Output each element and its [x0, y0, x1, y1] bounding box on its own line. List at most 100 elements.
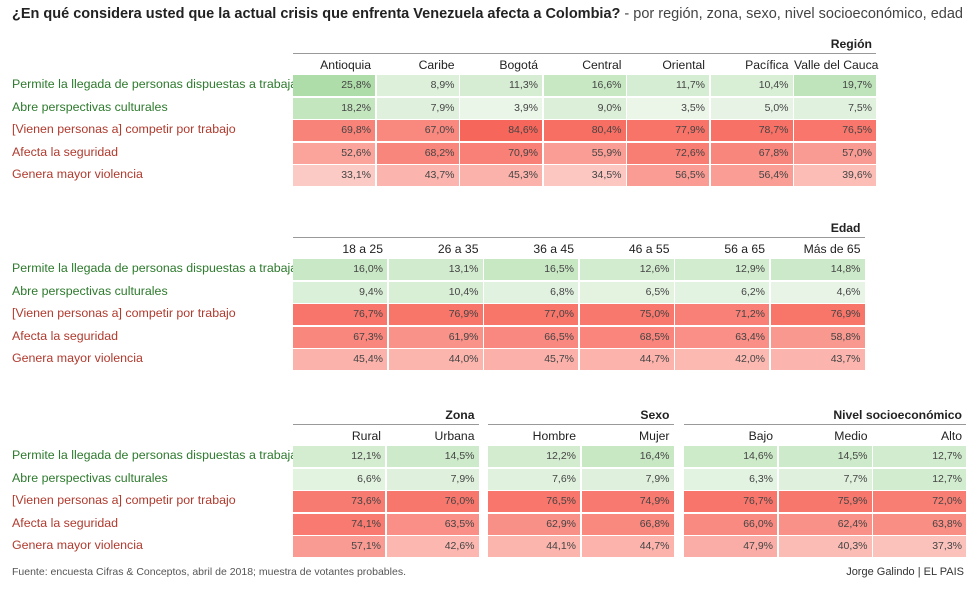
- data-cell: 63,5%: [386, 513, 479, 535]
- data-cell: 67,8%: [710, 142, 793, 164]
- data-cell: 12,9%: [675, 259, 769, 280]
- data-cell: 69,8%: [293, 120, 375, 141]
- data-cell: 6,5%: [579, 281, 674, 303]
- column-header: Urbana: [434, 429, 475, 443]
- data-cell: 6,6%: [293, 468, 385, 490]
- data-cell: 57,0%: [794, 142, 876, 164]
- data-cell: 44,7%: [579, 349, 674, 370]
- source-note: Fuente: encuesta Cifras & Conceptos, abr…: [12, 566, 406, 578]
- data-cell: 44,0%: [388, 349, 483, 370]
- row-label: Abre perspectivas culturales: [12, 283, 168, 298]
- column-header: Rural: [351, 429, 381, 443]
- data-cell: 7,7%: [778, 468, 872, 490]
- data-cell: 12,1%: [293, 446, 385, 467]
- data-cell: 75,9%: [778, 491, 872, 512]
- data-cell: 80,4%: [543, 120, 626, 141]
- data-cell: 42,0%: [675, 349, 769, 370]
- data-cell: 12,7%: [873, 446, 966, 467]
- group-divider: [293, 237, 865, 238]
- group-header: Sexo: [640, 408, 670, 422]
- column-header: 26 a 35: [437, 242, 479, 256]
- chart-question: ¿En qué considera usted que la actual cr…: [12, 6, 621, 22]
- row-label: Genera mayor violencia: [12, 538, 143, 552]
- data-cell: 14,5%: [386, 446, 479, 467]
- row-label: Afecta la seguridad: [12, 144, 119, 159]
- data-cell: 62,4%: [778, 513, 872, 535]
- data-cell: 12,7%: [873, 468, 966, 490]
- row-label: Permite la llegada de personas dispuesta…: [12, 77, 302, 91]
- data-cell: 45,4%: [293, 349, 387, 370]
- data-cell: 84,6%: [460, 120, 542, 141]
- data-cell: 71,2%: [675, 304, 769, 325]
- data-cell: 11,7%: [627, 75, 709, 96]
- data-cell: 6,3%: [684, 468, 777, 490]
- column-header: 46 a 55: [628, 242, 670, 256]
- data-cell: 78,7%: [710, 120, 793, 141]
- data-cell: 42,6%: [386, 536, 479, 557]
- data-cell: 55,9%: [543, 142, 626, 164]
- column-header: Bogotá: [499, 58, 538, 72]
- row-label: Abre perspectivas culturales: [12, 470, 168, 485]
- data-cell: 74,1%: [293, 513, 385, 535]
- data-cell: 34,5%: [543, 165, 626, 186]
- data-cell: 12,6%: [579, 259, 674, 280]
- data-cell: 75,0%: [579, 304, 674, 325]
- data-cell: 43,7%: [376, 165, 459, 186]
- data-cell: 77,0%: [484, 304, 578, 325]
- data-cell: 67,3%: [293, 326, 387, 348]
- group-divider: [684, 424, 966, 425]
- data-cell: 16,0%: [293, 259, 387, 280]
- group-header: Región: [830, 37, 872, 51]
- data-cell: 4,6%: [770, 281, 865, 303]
- column-header: Alto: [940, 429, 962, 443]
- data-cell: 68,5%: [579, 326, 674, 348]
- data-cell: 7,9%: [581, 468, 674, 490]
- data-cell: 18,2%: [293, 97, 375, 119]
- column-header: 56 a 65: [724, 242, 765, 256]
- data-cell: 44,7%: [581, 536, 674, 557]
- data-cell: 7,9%: [376, 97, 459, 119]
- data-cell: 9,0%: [543, 97, 626, 119]
- group-header: Nivel socioeconómico: [833, 408, 962, 422]
- column-header: Antioquia: [320, 58, 371, 72]
- data-cell: 45,7%: [484, 349, 578, 370]
- data-cell: 3,9%: [460, 97, 542, 119]
- row-label: [Vienen personas a] competir por trabajo: [12, 122, 236, 136]
- data-cell: 52,6%: [293, 142, 375, 164]
- column-header: Central: [582, 58, 622, 72]
- data-cell: 76,5%: [794, 120, 876, 141]
- data-cell: 61,9%: [388, 326, 483, 348]
- credit: Jorge Galindo | EL PAIS: [846, 566, 964, 578]
- column-header: Valle del Cauca: [794, 58, 879, 72]
- row-label: Permite la llegada de personas dispuesta…: [12, 261, 302, 275]
- data-cell: 76,5%: [488, 491, 580, 512]
- data-cell: 56,4%: [710, 165, 793, 186]
- data-cell: 7,6%: [488, 468, 580, 490]
- data-cell: 13,1%: [388, 259, 483, 280]
- data-cell: 47,9%: [684, 536, 777, 557]
- row-label: Permite la llegada de personas dispuesta…: [12, 448, 302, 462]
- data-cell: 76,7%: [684, 491, 777, 512]
- data-cell: 70,9%: [460, 142, 542, 164]
- data-cell: 25,8%: [293, 75, 375, 96]
- data-cell: 19,7%: [794, 75, 876, 96]
- data-cell: 10,4%: [710, 75, 793, 96]
- data-cell: 76,9%: [770, 304, 865, 325]
- data-cell: 72,6%: [627, 142, 709, 164]
- data-cell: 77,9%: [627, 120, 709, 141]
- data-cell: 58,8%: [770, 326, 865, 348]
- column-header: Medio: [834, 429, 868, 443]
- data-cell: 7,5%: [794, 97, 876, 119]
- group-divider: [488, 424, 674, 425]
- group-divider: [293, 424, 479, 425]
- data-cell: 76,9%: [388, 304, 483, 325]
- data-cell: 6,8%: [484, 281, 578, 303]
- data-cell: 66,8%: [581, 513, 674, 535]
- row-label: [Vienen personas a] competir por trabajo: [12, 306, 236, 320]
- data-cell: 44,1%: [488, 536, 580, 557]
- column-header: Oriental: [662, 58, 705, 72]
- data-cell: 14,5%: [778, 446, 872, 467]
- column-header: Pacífica: [745, 58, 789, 72]
- column-header: Más de 65: [803, 242, 861, 256]
- data-cell: 16,4%: [581, 446, 674, 467]
